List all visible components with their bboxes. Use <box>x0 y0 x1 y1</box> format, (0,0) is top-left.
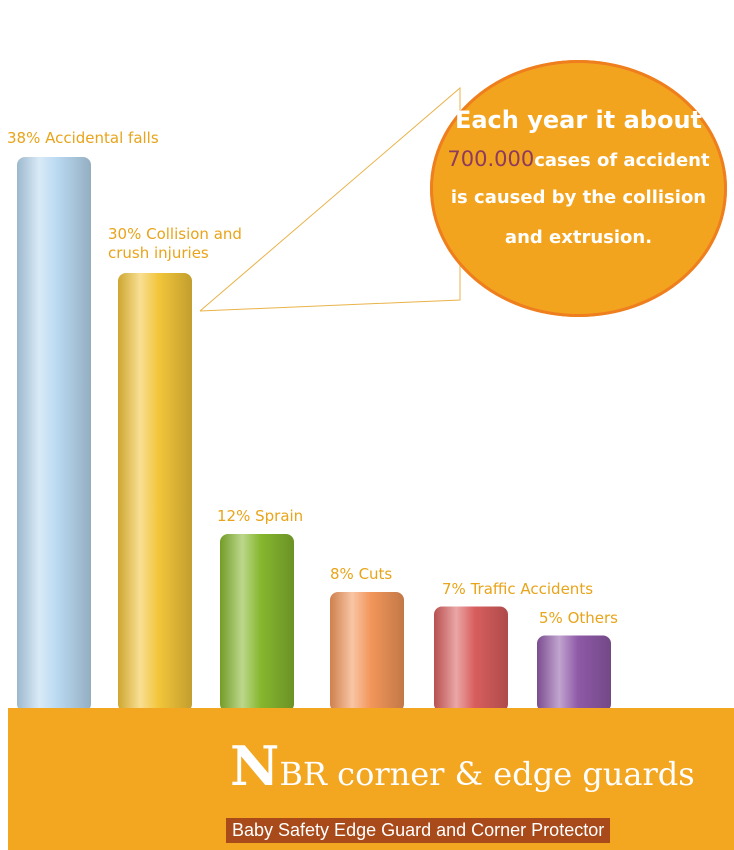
bar-label-accidental-falls: 38% Accidental falls <box>7 129 159 147</box>
bar-traffic-accidents <box>434 606 508 712</box>
tagline: Baby Safety Edge Guard and Corner Protec… <box>226 818 611 843</box>
callout-line1: Each year it about <box>454 106 703 134</box>
callout-bubble: Each year it about 700.000cases of accid… <box>430 60 727 317</box>
bar-label-others: 5% Others <box>539 608 618 627</box>
callout-line4: and extrusion. <box>504 227 653 248</box>
brand-name: BR corner & edge guards <box>279 755 695 793</box>
footer-banner: NBR corner & edge guards Baby Safety Edg… <box>8 708 734 850</box>
bar-sprain <box>220 534 294 712</box>
bar-collision-and-crush-injuries <box>118 273 192 712</box>
bar-label-traffic-accidents: 7% Traffic Accidents <box>442 579 594 598</box>
brand-logo: NBR corner & edge guards <box>230 734 695 798</box>
bar-label-collision-and-crush-injuries: 30% Collision and crush injuries <box>108 225 242 262</box>
bar-accidental-falls <box>17 157 91 712</box>
bar-label-cuts: 8% Cuts <box>330 565 393 583</box>
bar-cuts <box>330 592 404 712</box>
callout-line3: is caused by the collision <box>450 187 707 208</box>
bar-label-sprain: 12% Sprain <box>217 507 304 525</box>
callout-line2-text: cases of accident <box>534 150 710 171</box>
callout-pointer <box>199 86 461 312</box>
bars-group <box>17 157 611 712</box>
callout-line2: 700.000cases of accident <box>430 147 727 171</box>
brand-initial: N <box>230 734 280 798</box>
bar-others <box>537 635 611 712</box>
callout-highlight-number: 700.000 <box>447 147 535 171</box>
